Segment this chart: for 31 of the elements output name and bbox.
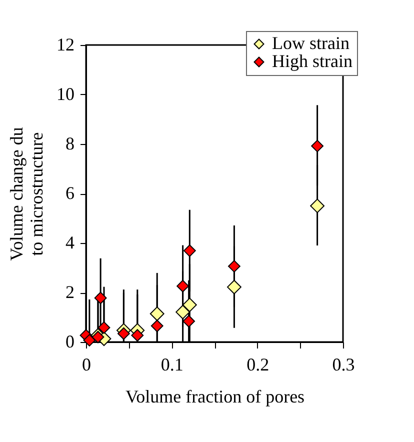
y-tick-label: 12 (56, 34, 74, 54)
point (94, 292, 107, 304)
point (176, 304, 190, 320)
point (183, 244, 196, 257)
y-tick-label: 10 (56, 84, 74, 104)
x-axis-title: Volume fraction of pores (125, 386, 305, 406)
x-tick-label: 0 (82, 354, 91, 374)
point (117, 327, 130, 340)
y-tick-label: 2 (66, 282, 74, 302)
point (98, 321, 110, 334)
legend-label: Low strain (272, 33, 350, 53)
point (83, 334, 96, 346)
y-tick-label: 0 (66, 332, 74, 352)
point (228, 260, 240, 272)
point (131, 329, 144, 342)
point (310, 198, 325, 214)
legend-label: High strain (272, 51, 352, 71)
point (182, 298, 197, 312)
y-tick-label: 8 (66, 134, 74, 154)
point (150, 320, 164, 332)
point (150, 306, 164, 321)
point (176, 280, 190, 292)
point (182, 315, 195, 328)
y-axis-title: Volume change du to microstructure (6, 127, 46, 261)
x-tick-label: 0.3 (332, 354, 355, 374)
point (226, 280, 242, 294)
x-tick-label: 0.2 (246, 354, 270, 374)
y-tick-label: 6 (66, 183, 74, 203)
x-tick-label: 0.1 (160, 354, 184, 374)
y-tick-label: 4 (66, 232, 74, 252)
point (311, 140, 324, 152)
